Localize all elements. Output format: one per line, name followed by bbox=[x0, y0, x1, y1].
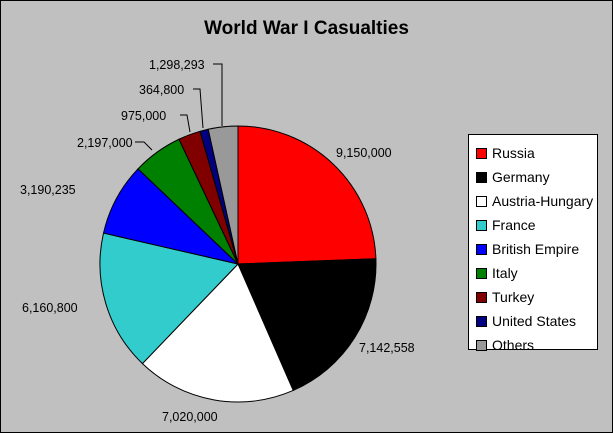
legend-item-austria-hungary: Austria-Hungary bbox=[469, 189, 597, 213]
legend-label: France bbox=[492, 217, 536, 233]
legend-label: Russia bbox=[492, 145, 535, 161]
legend: Russia Germany Austria-Hungary France Britis… bbox=[468, 134, 598, 353]
legend-item-germany: Germany bbox=[469, 165, 597, 189]
legend-swatch bbox=[476, 267, 487, 279]
legend-swatch bbox=[476, 195, 487, 207]
data-label-austria-hungary: 7,020,000 bbox=[162, 410, 218, 424]
data-label-british-empire: 3,190,235 bbox=[20, 183, 76, 197]
legend-swatch bbox=[476, 219, 487, 231]
legend-item-others: Others bbox=[469, 333, 597, 357]
pie-slice-france bbox=[99, 232, 239, 365]
data-label-others: 1,298,293 bbox=[149, 58, 205, 72]
legend-item-turkey: Turkey bbox=[469, 285, 597, 309]
pie-slice-others bbox=[207, 125, 239, 265]
pie-slice-germany bbox=[237, 258, 377, 392]
legend-swatch bbox=[476, 339, 487, 351]
legend-swatch bbox=[476, 291, 487, 303]
legend-label: British Empire bbox=[492, 241, 580, 257]
legend-item-british-empire: British Empire bbox=[469, 237, 597, 261]
pie-slice-russia bbox=[237, 125, 377, 265]
data-label-russia: 9,150,000 bbox=[336, 146, 392, 160]
leader-line-others bbox=[213, 63, 223, 126]
legend-item-russia: Russia bbox=[469, 141, 597, 165]
data-label-turkey: 975,000 bbox=[121, 109, 167, 123]
legend-item-united-states: United States bbox=[469, 309, 597, 333]
legend-label: Others bbox=[492, 337, 535, 353]
data-label-germany: 7,142,558 bbox=[359, 341, 415, 355]
legend-item-italy: Italy bbox=[469, 261, 597, 285]
leader-line-italy bbox=[135, 141, 153, 151]
data-label-italy: 2,197,000 bbox=[77, 136, 133, 150]
legend-label: United States bbox=[492, 313, 577, 329]
legend-label: Germany bbox=[492, 169, 550, 185]
leader-line-united-states bbox=[193, 88, 204, 129]
legend-swatch bbox=[476, 243, 487, 255]
legend-label: Austria-Hungary bbox=[492, 193, 594, 209]
chart-title: World War I Casualties bbox=[204, 18, 409, 39]
data-label-france: 6,160,800 bbox=[22, 301, 78, 315]
leader-line-turkey bbox=[180, 114, 191, 133]
legend-swatch bbox=[476, 171, 487, 183]
legend-swatch bbox=[476, 315, 487, 327]
legend-swatch bbox=[476, 147, 487, 159]
pie-slice-austria-hungary bbox=[141, 263, 294, 403]
legend-label: Italy bbox=[492, 265, 518, 281]
legend-item-france: France bbox=[469, 213, 597, 237]
data-label-united-states: 364,800 bbox=[139, 83, 185, 97]
legend-label: Turkey bbox=[492, 289, 535, 305]
